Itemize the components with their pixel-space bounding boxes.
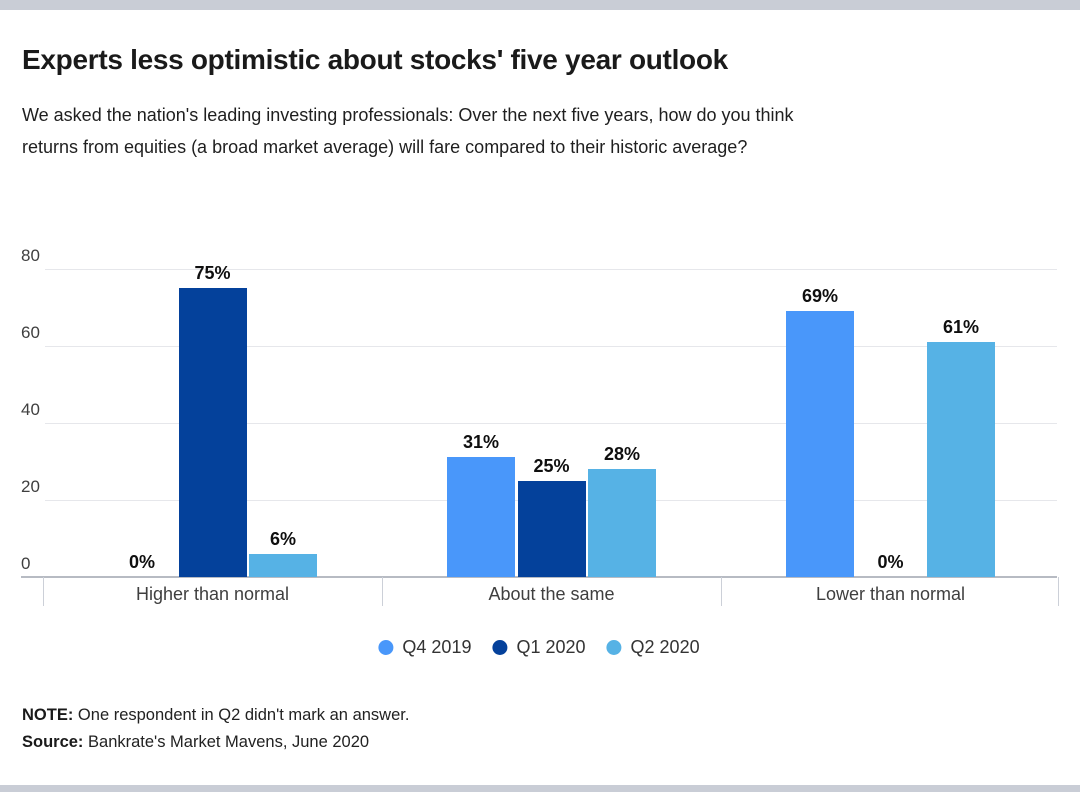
legend-label: Q1 2020 — [516, 637, 586, 657]
note-label: NOTE: — [22, 706, 74, 724]
source-label: Source: — [22, 733, 84, 751]
legend-item-q4-2019: Q4 2019 — [378, 637, 471, 658]
chart-title: Experts less optimistic about stocks' fi… — [22, 44, 728, 75]
bar-value-label: 61% — [942, 316, 980, 337]
legend-marker-q1-2020 — [492, 640, 508, 655]
bar-q2-2020 — [927, 341, 995, 577]
bottom-accent-bar — [0, 785, 1080, 792]
bar-value-label: 75% — [194, 262, 231, 283]
y-tick-label: 0 — [21, 554, 31, 573]
y-tick-label: 80 — [21, 245, 40, 265]
category-tick — [721, 577, 722, 606]
category-tick — [43, 577, 44, 606]
note-text: One respondent in Q2 didn't mark an answ… — [73, 706, 410, 724]
y-gridline — [45, 422, 1057, 424]
bar-value-label: 0% — [128, 552, 155, 572]
legend-item-q2-2020: Q2 2020 — [606, 637, 700, 658]
bar-value-label: 28% — [603, 444, 641, 465]
legend-label: Q4 2019 — [402, 637, 472, 657]
y-gridline — [45, 268, 1057, 270]
source-text: Bankrate's Market Mavens, June 2020 — [83, 733, 370, 751]
y-tick-label: 20 — [21, 476, 40, 496]
y-tick-label: 40 — [21, 399, 40, 419]
legend-marker-q4-2019 — [378, 640, 394, 655]
category-label: Higher than normal — [135, 584, 290, 604]
bar-value-label: 0% — [877, 552, 904, 572]
bar-q4-2019 — [447, 457, 515, 577]
bar-value-label: 69% — [801, 285, 839, 306]
chart-legend: Q4 2019 Q1 2020 Q2 2020 — [378, 637, 700, 658]
top-accent-bar — [0, 0, 1080, 10]
legend-marker-q2-2020 — [606, 640, 622, 655]
chart-subtitle-line-2: returns from equities (a broad market av… — [22, 137, 748, 157]
chart-source: Source: Bankrate's Market Mavens, June 2… — [22, 733, 369, 752]
y-tick-label: 60 — [21, 322, 40, 342]
bar-value-label: 25% — [533, 455, 570, 476]
bar-q1-2020 — [517, 480, 586, 577]
bar-q2-2020 — [588, 469, 656, 577]
bar-q2-2020 — [249, 553, 317, 577]
chart-subtitle-line-1: We asked the nation's leading investing … — [22, 105, 794, 125]
legend-item-q1-2020: Q1 2020 — [492, 637, 586, 658]
bar-q1-2020 — [178, 287, 247, 577]
category-tick — [382, 577, 383, 606]
chart-subtitle: We asked the nation's leading investing … — [22, 99, 794, 163]
bar-value-label: 31% — [462, 432, 500, 453]
y-gridline — [45, 345, 1057, 347]
legend-label: Q2 2020 — [630, 637, 700, 657]
category-label: Lower than normal — [815, 584, 966, 604]
category-label: About the same — [488, 584, 615, 604]
bar-q4-2019 — [786, 310, 854, 577]
bar-value-label: 6% — [269, 528, 296, 549]
category-tick — [1058, 577, 1059, 606]
chart-note: NOTE: One respondent in Q2 didn't mark a… — [22, 706, 409, 725]
x-axis-line — [21, 576, 1057, 578]
